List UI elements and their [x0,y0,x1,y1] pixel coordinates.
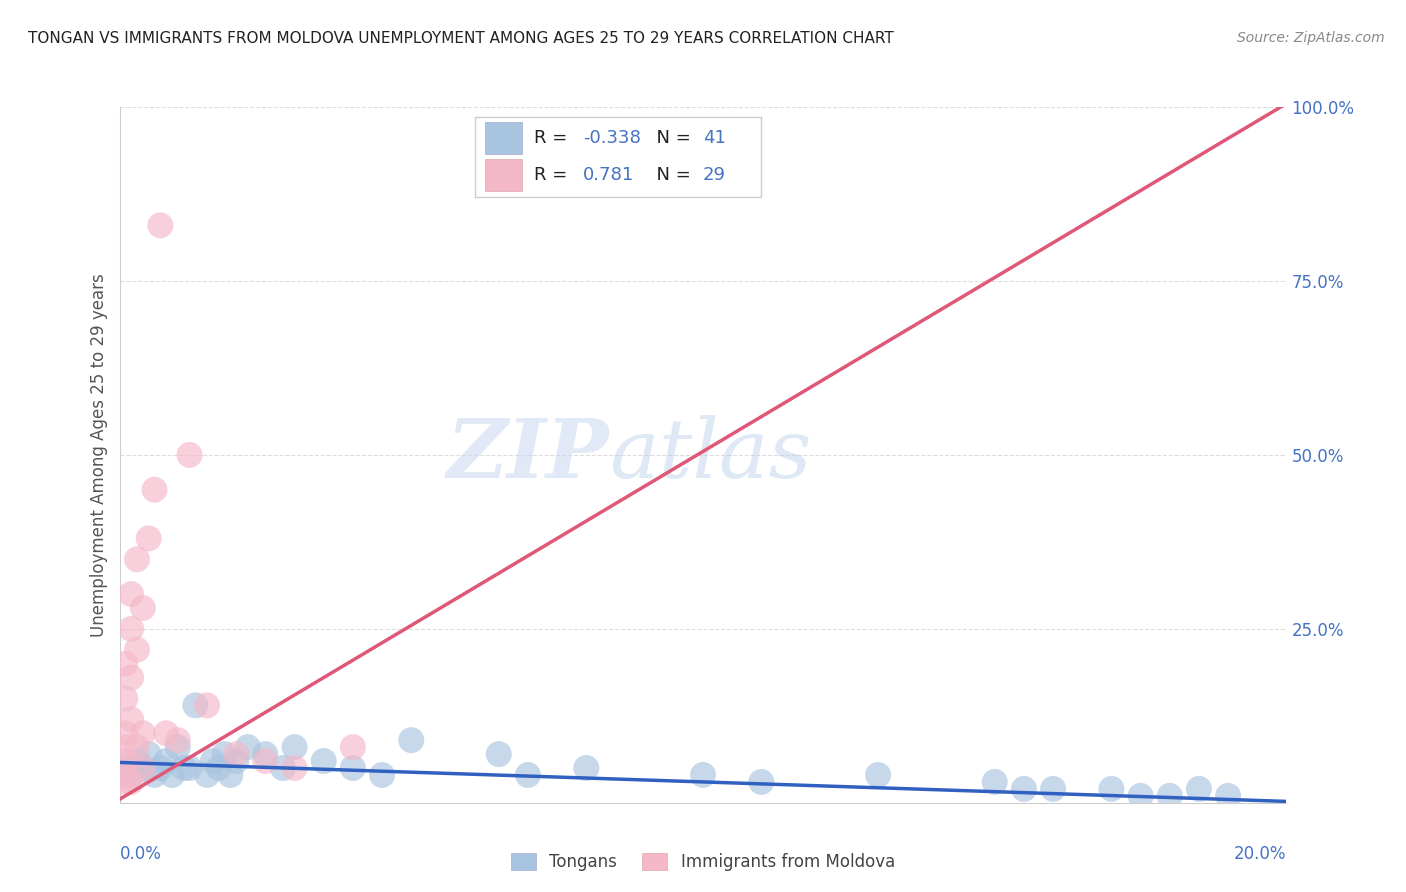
Text: N =: N = [644,129,696,147]
Point [166,733,188,747]
Point [114,726,136,740]
Point [143,768,166,782]
Y-axis label: Unemployment Among Ages 25 to 29 years: Unemployment Among Ages 25 to 29 years [90,273,108,637]
Legend: Tongans, Immigrants from Moldova: Tongans, Immigrants from Moldova [505,847,901,878]
Point [399,733,422,747]
Point [1129,789,1152,803]
Point [149,219,172,233]
Point [120,587,142,601]
Point [125,552,148,566]
Point [225,754,247,768]
Text: atlas: atlas [610,415,813,495]
Point [132,761,155,775]
Point [195,768,218,782]
Point [983,775,1005,789]
Point [114,657,136,671]
Point [225,747,247,761]
Point [120,622,142,636]
Point [125,740,148,755]
Point [125,642,148,657]
Point [1042,781,1064,796]
Point [114,740,136,755]
Point [120,775,142,789]
Point [143,483,166,497]
Point [120,671,142,685]
Point [120,712,142,726]
Point [120,768,142,782]
FancyBboxPatch shape [485,122,522,154]
Text: R =: R = [534,129,572,147]
FancyBboxPatch shape [485,159,522,191]
Point [173,761,195,775]
Point [149,761,172,775]
Point [342,740,364,755]
Point [236,740,259,755]
Point [488,747,510,761]
Point [114,768,136,782]
Point [179,448,201,462]
Point [114,761,136,775]
Point [132,601,155,615]
Point [517,768,540,782]
Point [132,726,155,740]
Point [138,747,160,761]
Point [312,754,335,768]
Point [371,768,394,782]
Point [1159,789,1181,803]
Text: 0.0%: 0.0% [120,845,162,863]
Text: R =: R = [534,166,578,184]
Point [214,747,236,761]
Point [125,754,148,768]
Point [160,768,183,782]
Point [283,761,307,775]
FancyBboxPatch shape [475,118,762,197]
Point [1099,781,1122,796]
Point [342,761,364,775]
Text: -0.338: -0.338 [583,129,641,147]
Point [166,740,188,755]
Text: N =: N = [644,166,696,184]
Point [201,754,224,768]
Point [749,775,772,789]
Point [1188,781,1211,796]
Point [283,740,307,755]
Text: 29: 29 [703,166,725,184]
Point [254,754,277,768]
Point [692,768,714,782]
Point [195,698,218,713]
Text: TONGAN VS IMMIGRANTS FROM MOLDOVA UNEMPLOYMENT AMONG AGES 25 TO 29 YEARS CORRELA: TONGAN VS IMMIGRANTS FROM MOLDOVA UNEMPL… [28,31,894,46]
Point [114,691,136,706]
Point [575,761,598,775]
Point [138,532,160,546]
Point [219,768,242,782]
Point [114,754,136,768]
Point [184,698,207,713]
Point [1216,789,1240,803]
Point [179,761,201,775]
Text: ZIP: ZIP [447,415,610,495]
Text: 41: 41 [703,129,725,147]
Text: 20.0%: 20.0% [1234,845,1286,863]
Text: 0.781: 0.781 [583,166,634,184]
Point [114,775,136,789]
Point [271,761,294,775]
Point [132,761,155,775]
Point [155,754,177,768]
Point [1012,781,1035,796]
Point [208,761,231,775]
Text: Source: ZipAtlas.com: Source: ZipAtlas.com [1237,31,1385,45]
Point [866,768,889,782]
Point [254,747,277,761]
Point [155,726,177,740]
